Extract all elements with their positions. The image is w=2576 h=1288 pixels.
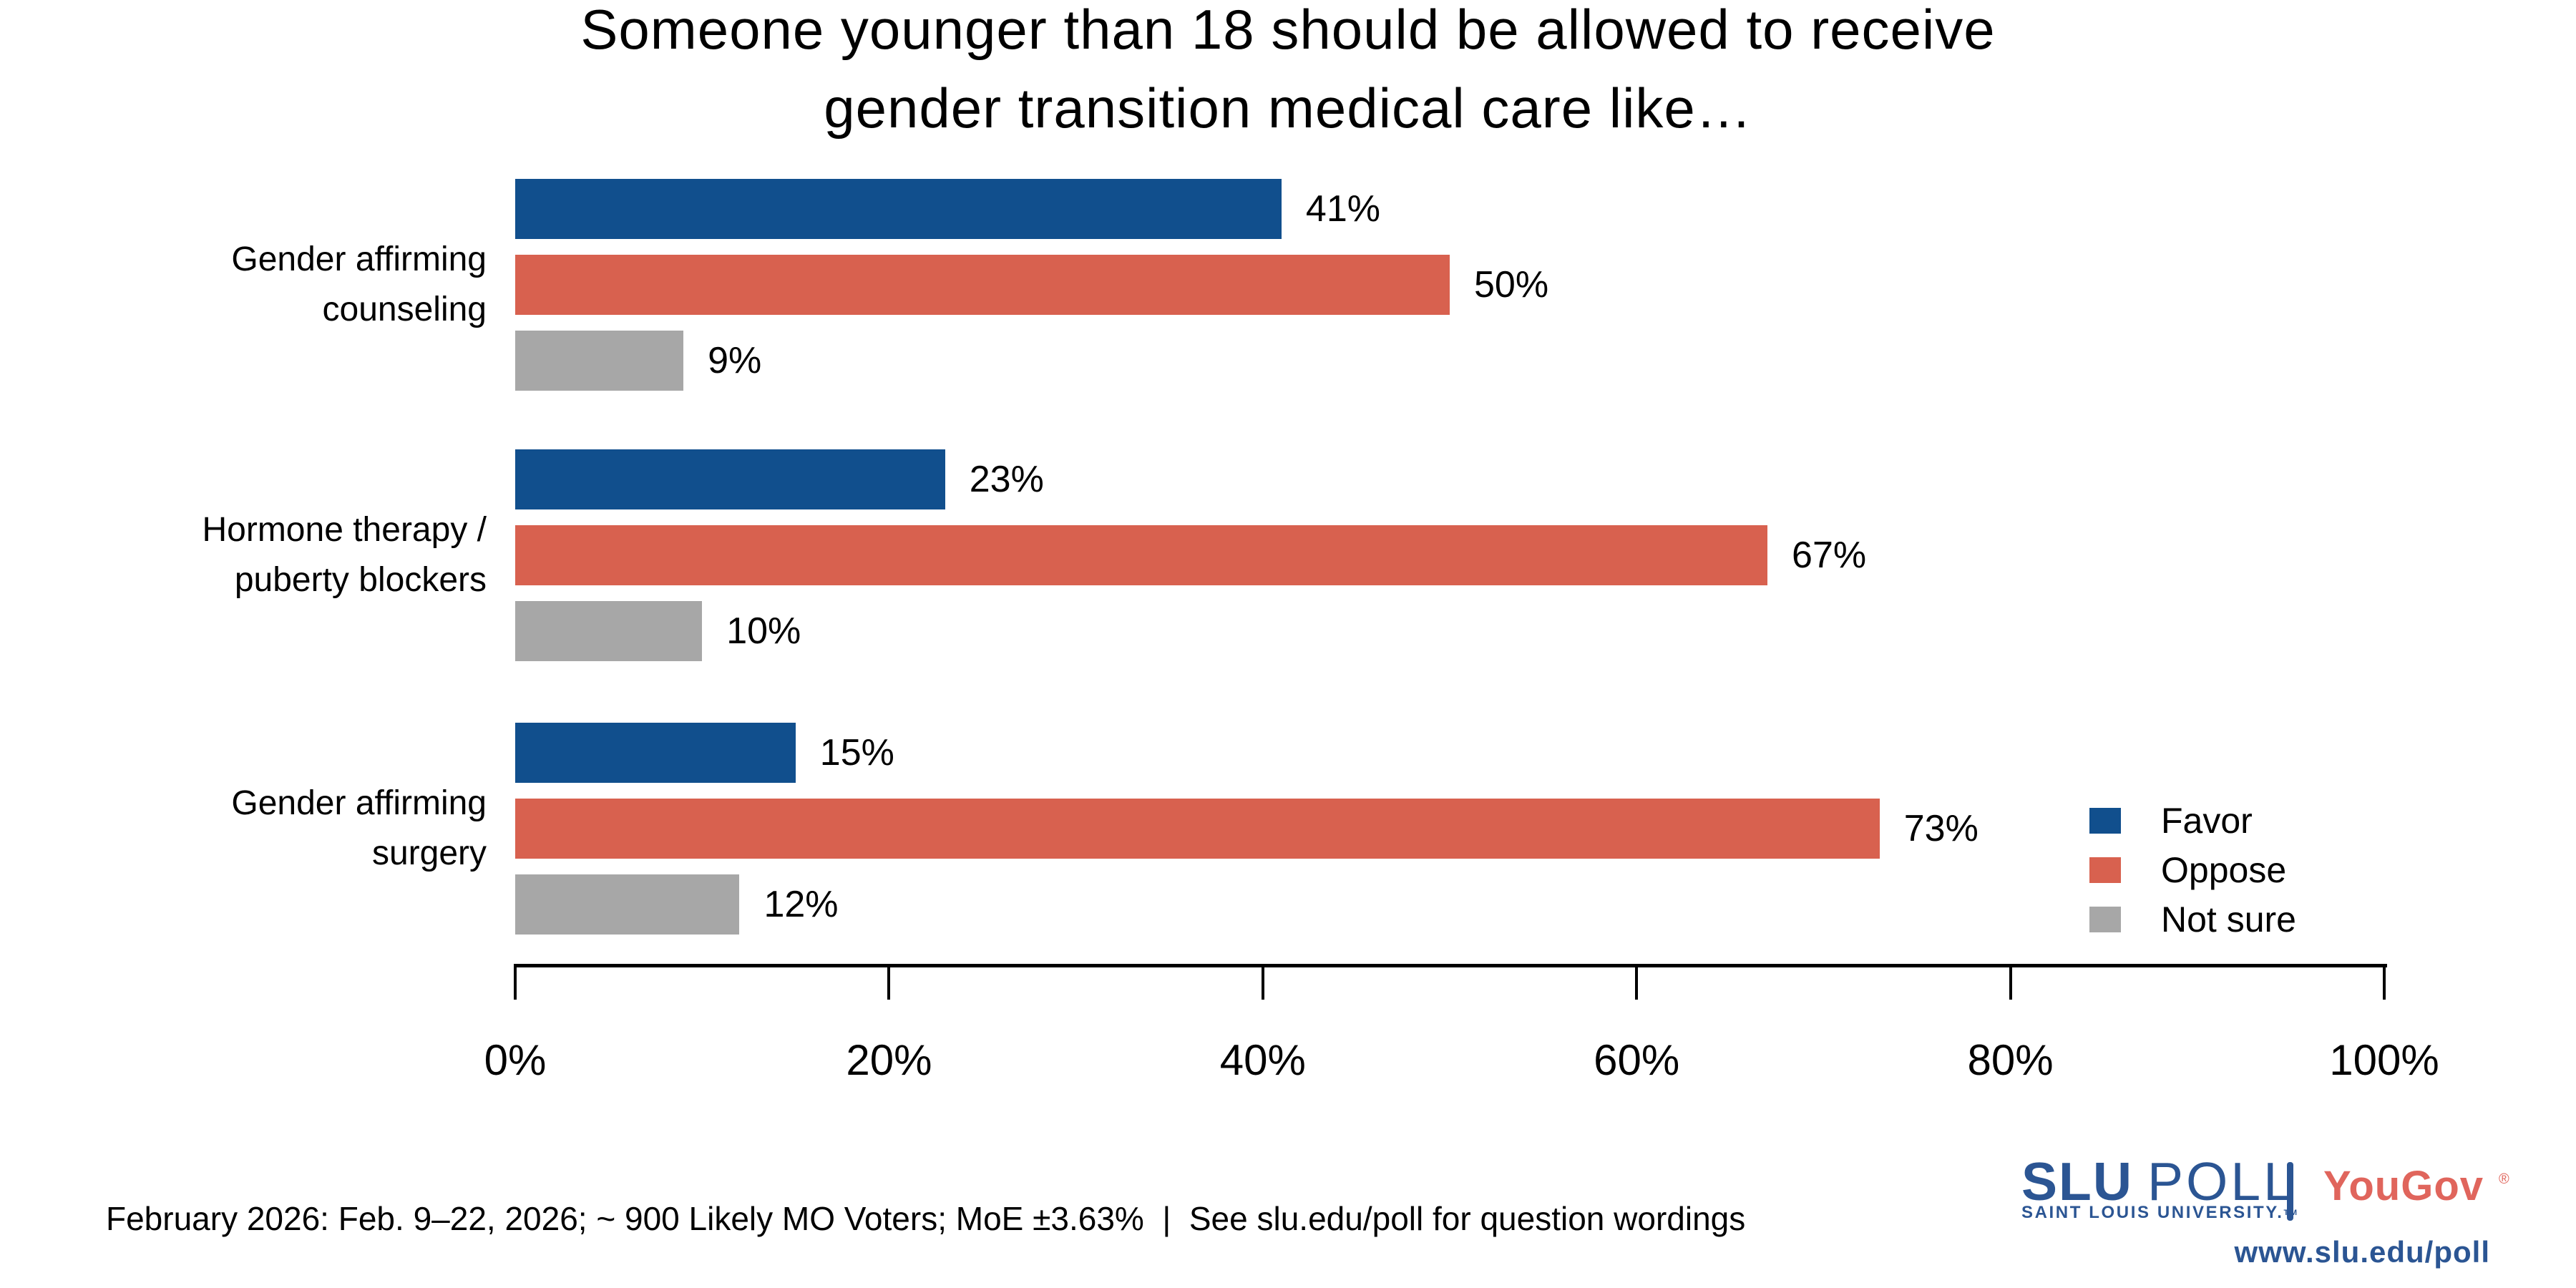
slu-poll-url: www.slu.edu/poll <box>2234 1235 2490 1269</box>
value-label: 50% <box>1474 264 1549 306</box>
bar-oppose <box>515 799 1880 859</box>
legend-item-favor: Favor <box>2089 803 2253 839</box>
bar-oppose <box>515 255 1450 315</box>
x-axis-tick-label: 40% <box>1219 1036 1306 1084</box>
value-label: 73% <box>1903 808 1979 849</box>
category-group-1: Gender affirming counseling 41% 50% 9% <box>0 179 2576 391</box>
legend-label: Favor <box>2161 801 2253 841</box>
x-axis-tick-label: 0% <box>484 1036 547 1084</box>
category-label: Gender affirming counseling <box>231 240 487 328</box>
value-label: 23% <box>969 459 1044 500</box>
legend-swatch <box>2089 907 2121 932</box>
logo-divider <box>2287 1162 2293 1221</box>
x-axis-tick <box>2009 964 2012 1000</box>
value-label: 12% <box>763 884 839 925</box>
slu-poll-logo-slu: SLU <box>2021 1151 2133 1211</box>
bar-oppose <box>515 525 1768 585</box>
category-label: Gender affirming surgery <box>231 784 487 872</box>
bar-favor <box>515 723 796 783</box>
value-label: 67% <box>1792 535 1867 576</box>
value-label: 41% <box>1305 188 1380 230</box>
chart-title-line2: gender transition medical care like… <box>824 77 1752 140</box>
category-group-3: Gender affirming surgery 15% 73% 12% <box>0 723 2576 935</box>
x-axis-line <box>514 964 2387 967</box>
x-axis-tick-label: 20% <box>846 1036 932 1084</box>
x-axis-tick-label: 60% <box>1594 1036 1680 1084</box>
yougov-logo: YouGov <box>2323 1163 2484 1209</box>
legend-swatch <box>2089 857 2121 883</box>
category-label: Hormone therapy / puberty blockers <box>202 511 487 599</box>
value-label: 10% <box>726 610 801 652</box>
bar-favor <box>515 449 945 509</box>
value-label: 9% <box>708 340 762 381</box>
legend-item-not-sure: Not sure <box>2089 902 2296 937</box>
x-axis-tick-label: 100% <box>2329 1036 2439 1084</box>
x-axis-tick <box>1261 964 1264 1000</box>
x-axis-tick <box>887 964 891 1000</box>
x-axis-tick <box>514 964 517 1000</box>
chart-title-line1: Someone younger than 18 should be allowe… <box>580 0 1996 61</box>
bar-favor <box>515 179 1282 239</box>
bar-not-sure <box>515 331 684 391</box>
x-axis-tick <box>2383 964 2386 1000</box>
legend-label: Oppose <box>2161 850 2287 890</box>
slu-university-subtext: SAINT LOUIS UNIVERSITY.TM <box>2021 1204 2299 1222</box>
legend-label: Not sure <box>2161 899 2296 940</box>
chart-title: Someone younger than 18 should be allowe… <box>0 0 2576 147</box>
bar-not-sure <box>515 874 740 935</box>
slu-poll-logo: SLU POLL <box>2021 1155 2296 1209</box>
legend-swatch <box>2089 808 2121 834</box>
slu-poll-logo-poll: POLL <box>2147 1151 2296 1211</box>
legend-item-oppose: Oppose <box>2089 852 2286 888</box>
registered-trademark-icon: ® <box>2499 1171 2509 1187</box>
bar-not-sure <box>515 601 703 661</box>
x-axis-tick <box>1635 964 1639 1000</box>
value-label: 15% <box>819 732 894 774</box>
x-axis-tick-label: 80% <box>1967 1036 2054 1084</box>
category-group-2: Hormone therapy / puberty blockers 23% 67% 1… <box>0 449 2576 661</box>
footnote: February 2026: Feb. 9–22, 2026; ~ 900 Li… <box>106 1200 1746 1237</box>
